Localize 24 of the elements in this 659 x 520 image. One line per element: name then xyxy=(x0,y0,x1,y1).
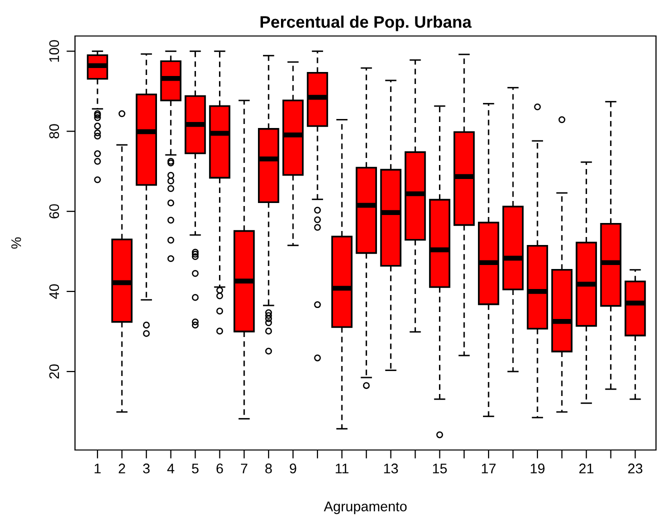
x-tick-label: 7 xyxy=(240,464,248,474)
x-tick-label: 19 xyxy=(530,464,545,474)
x-tick-label: 23 xyxy=(628,464,642,474)
x-tick-label: 8 xyxy=(265,464,272,474)
y-tick-label: 40 xyxy=(49,284,60,299)
y-tick-label: 100 xyxy=(49,40,60,62)
x-tick-label: 2 xyxy=(118,464,126,474)
x-tick-label: 11 xyxy=(336,464,348,474)
x-tick-label: 4 xyxy=(167,464,174,474)
chart-title: Percentual de Pop. Urbana xyxy=(260,16,472,32)
y-axis-title: % xyxy=(11,237,22,249)
x-tick-label: 17 xyxy=(482,464,496,474)
x-tick-label: 9 xyxy=(290,464,296,474)
x-tick-label: 15 xyxy=(433,464,447,474)
y-tick-label: 80 xyxy=(49,124,60,138)
y-tick-label: 60 xyxy=(49,204,60,218)
x-tick-label: 6 xyxy=(216,464,223,474)
y-tick-label: 20 xyxy=(49,364,60,379)
x-tick-label: 21 xyxy=(579,464,594,474)
x-axis-title: Agrupamento xyxy=(324,502,407,514)
x-tick-label: 13 xyxy=(384,464,398,474)
x-tick-label: 5 xyxy=(192,464,199,474)
x-tick-label: 1 xyxy=(94,464,101,474)
x-tick-label: 3 xyxy=(143,464,150,474)
